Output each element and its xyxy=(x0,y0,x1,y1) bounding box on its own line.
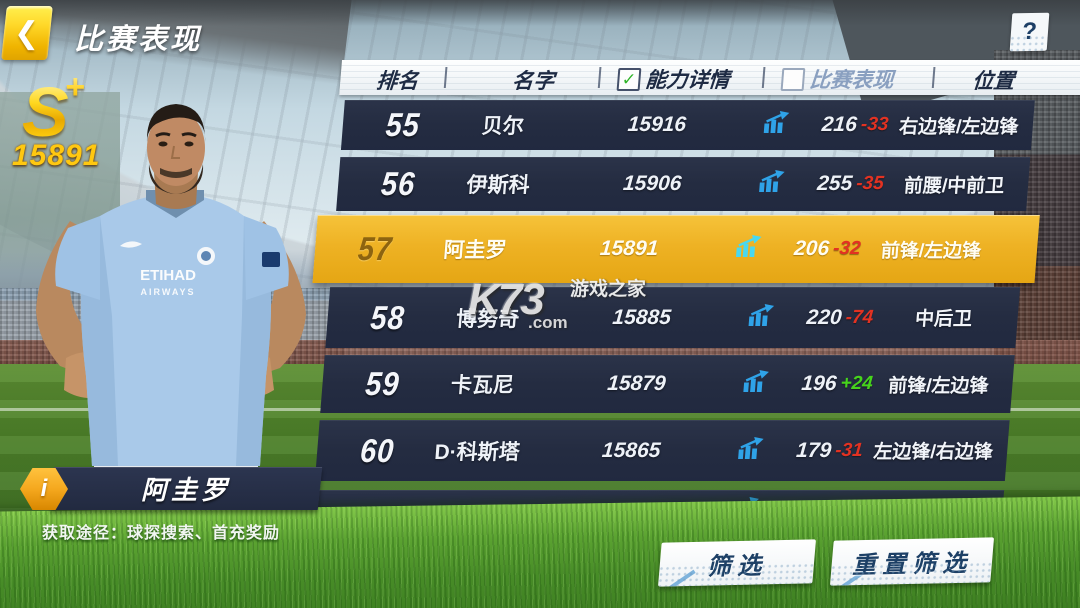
column-position: 位置 xyxy=(971,70,1016,93)
stats-chart-icon xyxy=(741,370,773,398)
watermark-domain: .com xyxy=(528,313,568,332)
player-grade-badge: S+ xyxy=(22,70,85,147)
match-performance-checkbox[interactable]: 比赛表现 xyxy=(780,64,894,94)
table-row[interactable]: 59 卡瓦尼 15879 196 +24 前锋/左边锋 xyxy=(320,355,1015,413)
grade-letter: S xyxy=(22,73,69,151)
ability-detail-label: 能力详情 xyxy=(644,69,731,92)
watermark-site-name: 游戏之家 xyxy=(570,279,647,300)
player-name-plate: 阿圭罗 xyxy=(49,467,323,510)
match-performance-label: 比赛表现 xyxy=(808,69,895,92)
ability-detail-checkbox[interactable]: ✓ 能力详情 xyxy=(616,64,730,94)
info-icon: i xyxy=(40,475,48,502)
checkbox-checked-icon: ✓ xyxy=(616,67,642,91)
watermark-logo: K73 xyxy=(468,275,545,324)
column-name: 名字 xyxy=(511,70,556,93)
table-row[interactable]: 60 D·科斯塔 15865 179 -31 左边锋/右边锋 xyxy=(314,420,1010,481)
table-row[interactable]: 58 博努奇 15885 220 -74 中后卫 xyxy=(325,287,1021,348)
header-separator xyxy=(597,67,602,88)
back-button[interactable]: ❮ xyxy=(1,6,53,60)
header-separator xyxy=(443,67,448,88)
filter-button[interactable]: 筛选 xyxy=(657,539,817,587)
help-button[interactable]: ? xyxy=(1009,12,1050,52)
acquisition-hint: 获取途径：球探搜索、首充奖励 xyxy=(42,525,281,542)
svg-text:AIRWAYS: AIRWAYS xyxy=(140,287,195,297)
stats-chart-icon xyxy=(736,436,768,465)
back-arrow-icon: ❮ xyxy=(14,16,40,50)
site-watermark: K73 游戏之家 .com xyxy=(468,275,646,332)
page-title: 比赛表现 xyxy=(74,24,203,56)
stats-chart-icon xyxy=(747,303,779,332)
checkbox-unchecked-icon xyxy=(780,67,806,91)
header-separator xyxy=(761,67,766,88)
stats-chart-icon xyxy=(762,111,794,139)
stats-chart-icon xyxy=(757,170,789,198)
grade-plus: + xyxy=(64,68,85,106)
reset-filter-button[interactable]: 重置筛选 xyxy=(829,537,995,586)
question-mark-icon: ? xyxy=(1021,17,1038,46)
table-header: 排名 名字 ✓ 能力详情 比赛表现 位置 xyxy=(339,60,1080,95)
table-row-selected[interactable]: 57 阿圭罗 15891 206 -32 前锋/左边锋 xyxy=(312,215,1040,283)
header-separator xyxy=(931,67,936,88)
top-shadow xyxy=(0,0,1080,26)
svg-text:ETIHAD: ETIHAD xyxy=(140,267,196,284)
player-ranking-table: 排名 名字 ✓ 能力详情 比赛表现 位置 55 贝尔 15916 216 -33… xyxy=(298,60,1080,540)
table-row[interactable]: 55 贝尔 15916 216 -33 右边锋/左边锋 xyxy=(340,100,1035,150)
player-name: 阿圭罗 xyxy=(140,475,231,505)
player-power-value: 15891 xyxy=(12,139,101,172)
stats-chart-icon xyxy=(734,235,766,263)
column-rank: 排名 xyxy=(375,70,420,93)
table-row[interactable]: 56 伊斯科 15906 255 -35 前腰/中前卫 xyxy=(336,157,1031,211)
